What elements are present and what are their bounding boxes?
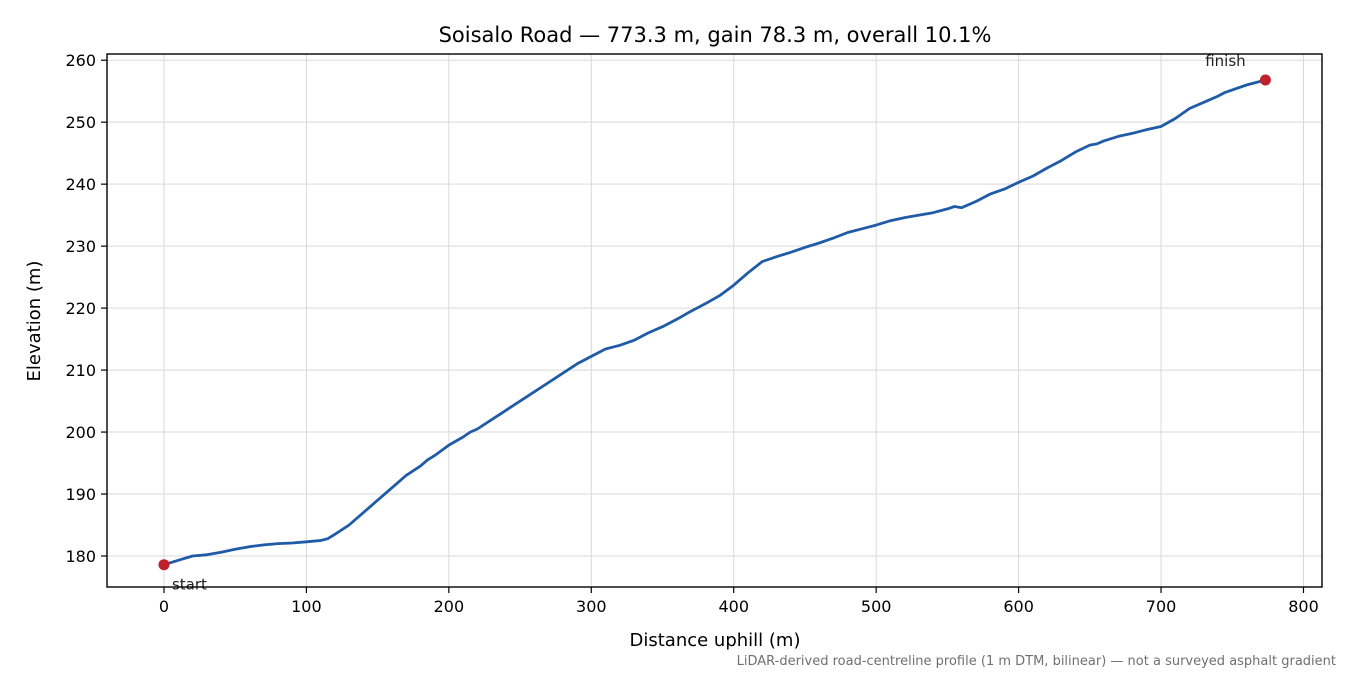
axis-ticks: 0 100 200 300 400 500 600 700 800 180 190 200 210 220… bbox=[65, 51, 1318, 616]
y-tick-label: 260 bbox=[65, 51, 96, 70]
start-label: start bbox=[172, 576, 207, 594]
x-tick-label: 800 bbox=[1288, 597, 1319, 616]
y-axis-label: Elevation (m) bbox=[24, 261, 45, 382]
y-tick-label: 190 bbox=[65, 485, 96, 504]
x-tick-label: 600 bbox=[1003, 597, 1034, 616]
elevation-profile-line bbox=[162, 78, 1267, 567]
chart-title: Soisalo Road — 773.3 m, gain 78.3 m, ove… bbox=[439, 23, 992, 47]
x-axis-label: Distance uphill (m) bbox=[630, 630, 801, 651]
start-point-marker bbox=[158, 559, 170, 571]
x-tick-label: 0 bbox=[159, 597, 169, 616]
x-tick-label: 200 bbox=[434, 597, 465, 616]
x-tick-label: 300 bbox=[576, 597, 607, 616]
x-tick-label: 400 bbox=[718, 597, 749, 616]
x-tick-label: 500 bbox=[861, 597, 892, 616]
x-tick-label: 700 bbox=[1146, 597, 1177, 616]
finish-label: finish bbox=[1205, 52, 1245, 70]
grid-lines bbox=[107, 54, 1322, 587]
footnote: LiDAR-derived road-centreline profile (1… bbox=[737, 654, 1336, 669]
y-tick-label: 200 bbox=[65, 423, 96, 442]
y-tick-label: 220 bbox=[65, 299, 96, 318]
y-tick-label: 180 bbox=[65, 547, 96, 566]
x-tick-label: 100 bbox=[291, 597, 322, 616]
y-tick-label: 250 bbox=[65, 113, 96, 132]
plot-frame bbox=[106, 53, 1323, 588]
endpoint-markers: start finish bbox=[158, 52, 1271, 594]
y-tick-label: 240 bbox=[65, 175, 96, 194]
y-tick-label: 210 bbox=[65, 361, 96, 380]
finish-point-marker bbox=[1259, 74, 1271, 86]
y-tick-label: 230 bbox=[65, 237, 96, 256]
